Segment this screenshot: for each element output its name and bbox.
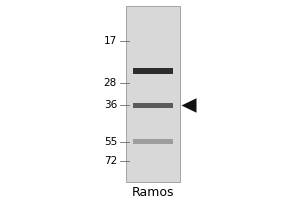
Bar <box>133 68 173 74</box>
Text: 72: 72 <box>104 156 117 166</box>
Bar <box>133 139 173 144</box>
Text: 17: 17 <box>104 36 117 46</box>
Bar <box>133 103 173 108</box>
Text: 55: 55 <box>104 137 117 147</box>
Text: 36: 36 <box>104 100 117 110</box>
Bar <box>126 6 180 182</box>
Text: Ramos: Ramos <box>132 186 174 199</box>
Polygon shape <box>182 98 196 113</box>
Text: 28: 28 <box>104 78 117 88</box>
